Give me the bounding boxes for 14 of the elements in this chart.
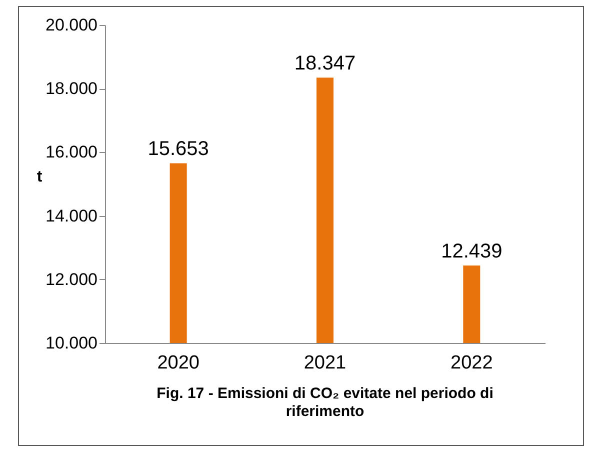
y-tick-label: 20.000 bbox=[46, 16, 98, 34]
y-tick-label: 14.000 bbox=[46, 206, 98, 226]
x-tick-label: 2020 bbox=[157, 352, 200, 374]
y-tick-label: 18.000 bbox=[46, 79, 98, 98]
y-tick-label: 10.000 bbox=[46, 334, 98, 352]
y-axis-title: t bbox=[36, 168, 43, 186]
text: Fig. 17 - Emissioni di CO₂ evitate nel periodo di riferimento bbox=[156, 385, 494, 420]
data-label: 15.653 bbox=[148, 138, 209, 160]
x-tick-label: 2021 bbox=[304, 352, 346, 374]
data-label: 12.439 bbox=[441, 240, 502, 262]
x-tick-label: 2022 bbox=[450, 352, 493, 374]
y-tick-label: 16.000 bbox=[46, 142, 98, 162]
data-label: 18.347 bbox=[294, 52, 356, 75]
y-tick-label: 12.000 bbox=[46, 270, 98, 289]
